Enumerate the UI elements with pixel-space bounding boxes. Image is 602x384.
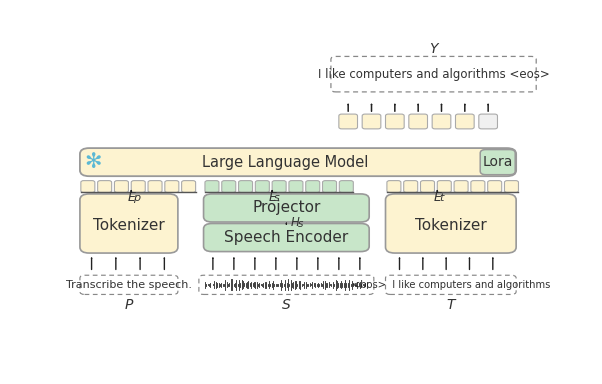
Text: Speech Encoder: Speech Encoder (224, 230, 349, 245)
FancyBboxPatch shape (488, 180, 501, 192)
FancyBboxPatch shape (323, 180, 337, 192)
FancyBboxPatch shape (165, 180, 179, 192)
FancyBboxPatch shape (471, 180, 485, 192)
Text: I like computers and algorithms <eos>: I like computers and algorithms <eos> (318, 68, 550, 81)
FancyBboxPatch shape (432, 114, 451, 129)
Text: Transcribe the speech.: Transcribe the speech. (66, 280, 192, 290)
FancyBboxPatch shape (404, 180, 418, 192)
FancyBboxPatch shape (81, 180, 95, 192)
Text: E: E (268, 191, 276, 204)
FancyBboxPatch shape (339, 114, 358, 129)
FancyBboxPatch shape (409, 114, 427, 129)
FancyBboxPatch shape (289, 180, 303, 192)
FancyBboxPatch shape (272, 180, 286, 192)
FancyBboxPatch shape (362, 114, 381, 129)
FancyBboxPatch shape (385, 114, 404, 129)
Text: Y: Y (429, 42, 438, 56)
FancyBboxPatch shape (80, 194, 178, 253)
FancyBboxPatch shape (421, 180, 435, 192)
Text: E: E (128, 191, 135, 204)
FancyBboxPatch shape (80, 148, 516, 176)
Text: ✻: ✻ (84, 152, 102, 172)
FancyBboxPatch shape (131, 180, 145, 192)
FancyBboxPatch shape (437, 180, 452, 192)
Text: t: t (439, 193, 444, 203)
FancyBboxPatch shape (255, 180, 269, 192)
Text: T: T (447, 298, 455, 312)
FancyBboxPatch shape (114, 180, 128, 192)
Text: E: E (433, 191, 441, 204)
FancyBboxPatch shape (456, 114, 474, 129)
FancyBboxPatch shape (238, 180, 253, 192)
FancyBboxPatch shape (148, 180, 162, 192)
Text: Lora: Lora (483, 155, 513, 169)
Text: H: H (291, 216, 300, 229)
FancyBboxPatch shape (182, 180, 196, 192)
FancyBboxPatch shape (504, 180, 518, 192)
Text: S: S (282, 298, 291, 312)
FancyBboxPatch shape (480, 149, 515, 175)
FancyBboxPatch shape (479, 114, 497, 129)
FancyBboxPatch shape (385, 194, 516, 253)
FancyBboxPatch shape (203, 194, 369, 222)
Text: Tokenizer: Tokenizer (93, 218, 165, 233)
Text: Large Language Model: Large Language Model (202, 155, 368, 170)
FancyBboxPatch shape (306, 180, 320, 192)
Text: Tokenizer: Tokenizer (415, 218, 486, 233)
Text: p: p (133, 193, 140, 203)
FancyBboxPatch shape (203, 223, 369, 252)
Text: P: P (125, 298, 133, 312)
FancyBboxPatch shape (387, 180, 401, 192)
FancyBboxPatch shape (98, 180, 111, 192)
FancyBboxPatch shape (340, 180, 353, 192)
Text: Projector: Projector (252, 200, 320, 215)
FancyBboxPatch shape (205, 180, 219, 192)
FancyBboxPatch shape (454, 180, 468, 192)
Text: s: s (297, 219, 303, 229)
Text: <bos>  I like computers and algorithms: <bos> I like computers and algorithms (352, 280, 550, 290)
FancyBboxPatch shape (222, 180, 236, 192)
Text: s: s (274, 193, 280, 203)
